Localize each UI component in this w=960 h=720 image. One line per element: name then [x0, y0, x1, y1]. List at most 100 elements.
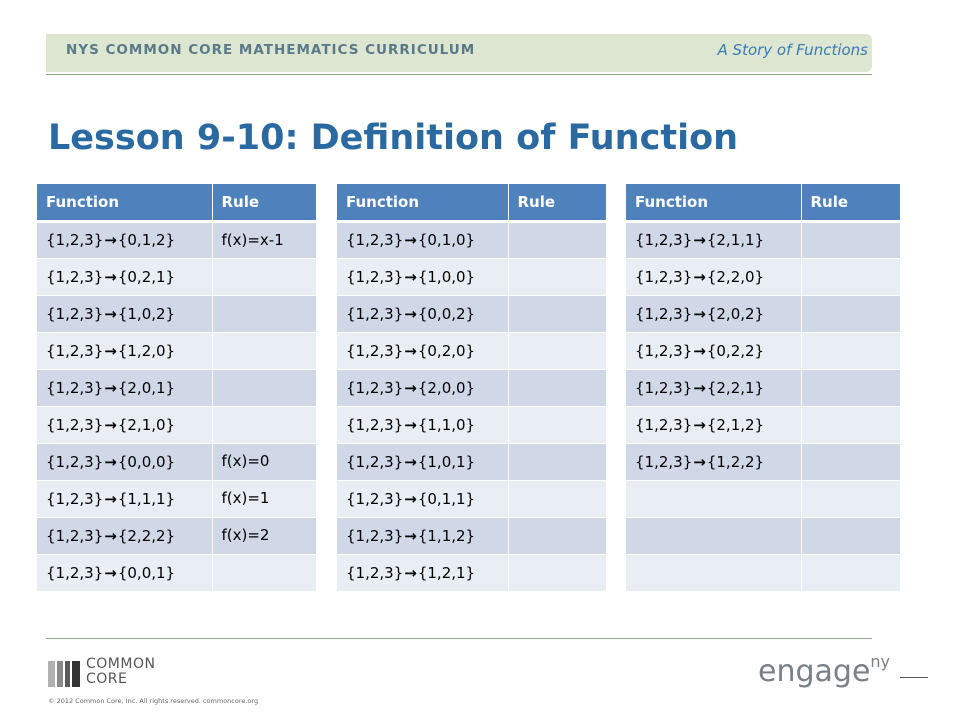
rule-cell: f(x)=1	[211, 479, 316, 517]
table-row: {1,2,3}→{0,0,2}	[337, 294, 606, 332]
function-cell	[626, 553, 801, 591]
function-cell: {1,2,3}→{1,1,0}	[337, 405, 508, 443]
codomain-set: {1,1,1}	[117, 489, 176, 508]
rule-cell	[507, 516, 606, 554]
rule-cell	[507, 368, 606, 406]
function-cell: {1,2,3}→{2,2,2}	[37, 516, 212, 554]
right-arrow-icon: →	[404, 415, 417, 434]
logo-line-core: CORE	[86, 671, 128, 687]
column-header-rule: Rule	[507, 184, 606, 223]
codomain-set: {2,0,1}	[117, 378, 176, 397]
right-arrow-icon: →	[404, 231, 417, 249]
right-arrow-icon: →	[693, 415, 706, 434]
function-cell: {1,2,3}→{0,1,1}	[337, 479, 508, 517]
rule-cell	[507, 479, 606, 517]
function-cell: {1,2,3}→{0,2,0}	[337, 331, 508, 369]
domain-set: {1,2,3}	[346, 378, 404, 397]
codomain-set: {0,2,2}	[706, 341, 765, 360]
function-cell: {1,2,3}→{1,2,2}	[626, 442, 801, 480]
codomain-set: {0,1,2}	[117, 231, 176, 249]
header-bar	[46, 34, 872, 72]
table-row: {1,2,3}→{2,1,1}	[626, 220, 900, 258]
domain-set: {1,2,3}	[635, 304, 693, 323]
function-cell: {1,2,3}→{1,0,2}	[37, 294, 212, 332]
function-cell: {1,2,3}→{2,0,0}	[337, 368, 508, 406]
function-table-3: Function Rule {1,2,3}→{2,1,1} {1,2,3}→{2,…	[626, 184, 900, 591]
right-arrow-icon: →	[104, 304, 117, 323]
codomain-set: {1,2,2}	[706, 452, 765, 471]
function-cell: {1,2,3}→{1,2,1}	[337, 553, 508, 591]
right-arrow-icon: →	[104, 267, 117, 286]
rule-cell	[800, 331, 900, 369]
codomain-set: {1,0,0}	[417, 267, 476, 286]
function-cell	[626, 479, 801, 517]
right-arrow-icon: →	[693, 304, 706, 323]
table-row: {1,2,3}→{0,1,2} f(x)=x-1	[37, 220, 316, 258]
function-cell: {1,2,3}→{2,0,1}	[37, 368, 212, 406]
codomain-set: {0,0,2}	[417, 304, 476, 323]
right-arrow-icon: →	[404, 452, 417, 471]
module-label: A Story of Functions	[717, 41, 868, 59]
rule-cell	[800, 405, 900, 443]
codomain-set: {0,0,1}	[117, 563, 176, 582]
function-cell: {1,2,3}→{2,1,0}	[37, 405, 212, 443]
table-row: {1,2,3}→{0,2,0}	[337, 331, 606, 369]
rule-cell	[507, 405, 606, 443]
domain-set: {1,2,3}	[46, 304, 104, 323]
rule-cell	[507, 442, 606, 480]
common-core-logo-text: COMMON CORE	[86, 657, 155, 687]
rule-cell: f(x)=0	[211, 442, 316, 480]
domain-set: {1,2,3}	[635, 231, 693, 249]
function-cell: {1,2,3}→{1,0,1}	[337, 442, 508, 480]
function-cell: {1,2,3}→{0,0,1}	[37, 553, 212, 591]
function-cell: {1,2,3}→{1,1,2}	[337, 516, 508, 554]
codomain-set: {1,2,0}	[117, 341, 176, 360]
domain-set: {1,2,3}	[346, 415, 404, 434]
codomain-set: {2,0,2}	[706, 304, 765, 323]
function-cell: {1,2,3}→{2,2,1}	[626, 368, 801, 406]
engageny-rule	[900, 677, 928, 678]
right-arrow-icon: →	[104, 231, 117, 249]
right-arrow-icon: →	[104, 415, 117, 434]
rule-cell	[800, 479, 900, 517]
rule-cell: f(x)=x-1	[211, 220, 316, 258]
footer-divider	[46, 638, 872, 639]
rule-cell	[507, 257, 606, 295]
curriculum-label: NYS COMMON CORE MATHEMATICS CURRICULUM	[66, 42, 476, 58]
codomain-set: {2,1,1}	[706, 231, 765, 249]
domain-set: {1,2,3}	[635, 378, 693, 397]
domain-set: {1,2,3}	[346, 526, 404, 545]
function-cell: {1,2,3}→{2,1,2}	[626, 405, 801, 443]
function-cell: {1,2,3}→{1,2,0}	[37, 331, 212, 369]
table-row: {1,2,3}→{1,2,2}	[626, 442, 900, 480]
codomain-set: {0,1,0}	[417, 231, 476, 249]
codomain-set: {1,1,2}	[417, 526, 476, 545]
domain-set: {1,2,3}	[46, 563, 104, 582]
right-arrow-icon: →	[104, 563, 117, 582]
table-row: {1,2,3}→{0,1,1}	[337, 479, 606, 517]
codomain-set: {0,1,1}	[417, 489, 476, 508]
table-row: {1,2,3}→{0,1,0}	[337, 220, 606, 258]
table-row: {1,2,3}→{1,0,1}	[337, 442, 606, 480]
right-arrow-icon: →	[693, 452, 706, 471]
rule-cell	[800, 220, 900, 258]
function-cell: {1,2,3}→{0,1,0}	[337, 220, 508, 258]
codomain-set: {2,2,2}	[117, 526, 176, 545]
domain-set: {1,2,3}	[46, 489, 104, 508]
rule-cell	[800, 553, 900, 591]
function-table-1: Function Rule {1,2,3}→{0,1,2} f(x)=x-1 {1,…	[37, 184, 316, 591]
domain-set: {1,2,3}	[46, 341, 104, 360]
column-header-function: Function	[37, 184, 212, 223]
engageny-logo: engageny	[758, 652, 890, 689]
rule-cell: f(x)=2	[211, 516, 316, 554]
right-arrow-icon: →	[404, 378, 417, 397]
function-cell: {1,2,3}→{0,0,0}	[37, 442, 212, 480]
right-arrow-icon: →	[404, 267, 417, 286]
column-header-function: Function	[337, 184, 508, 223]
table-row: {1,2,3}→{2,2,1}	[626, 368, 900, 406]
table-row: {1,2,3}→{1,2,0}	[37, 331, 316, 369]
domain-set: {1,2,3}	[46, 267, 104, 286]
rule-cell	[211, 405, 316, 443]
right-arrow-icon: →	[693, 378, 706, 397]
common-core-logo-icon	[48, 661, 80, 687]
